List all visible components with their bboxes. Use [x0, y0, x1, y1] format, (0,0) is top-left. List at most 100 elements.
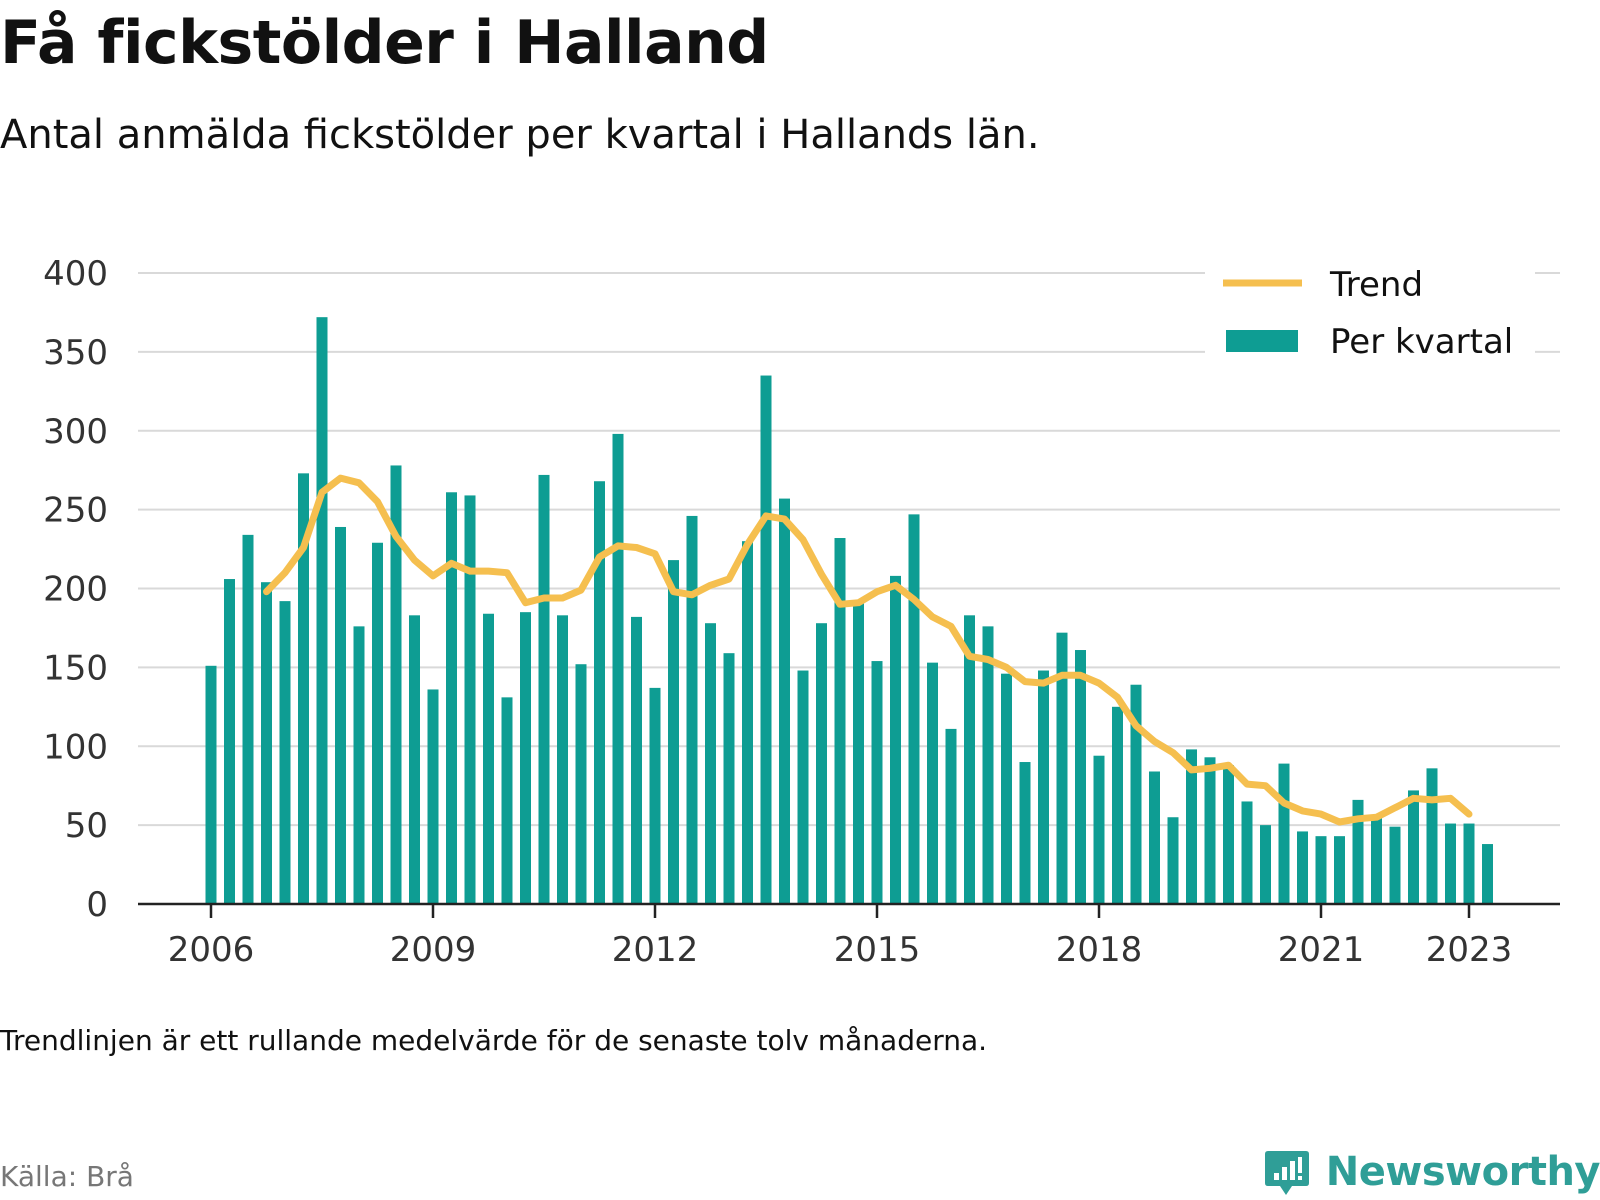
y-tick-label: 0: [86, 885, 108, 925]
y-tick-label: 200: [43, 570, 108, 610]
bar: [464, 495, 476, 904]
trend-line: [263, 474, 1473, 826]
bar: [298, 473, 309, 904]
bar: [1408, 790, 1419, 904]
y-tick-label: 350: [43, 333, 108, 373]
bar: [890, 575, 901, 904]
bar: [686, 515, 698, 904]
bar: [483, 613, 494, 904]
chart-subtitle: Antal anmälda fickstölder per kvartal i …: [0, 112, 1040, 158]
x-axis-ticks: 2006 2009 2012 2015 2018 2021 2023: [168, 904, 1512, 970]
newsworthy-logo: Newsworthy: [1262, 1144, 1600, 1200]
x-tick-label: 2021: [1278, 930, 1365, 970]
bar: [982, 626, 994, 904]
bar: [335, 526, 346, 904]
bar: [631, 616, 642, 904]
bar: [1371, 815, 1382, 904]
bar: [279, 601, 291, 904]
bar: [1241, 801, 1253, 904]
newsworthy-logo-icon: [1264, 1151, 1309, 1195]
y-tick-label: 100: [43, 727, 108, 767]
bar: [224, 579, 235, 904]
bar: [427, 689, 439, 904]
bar: [723, 653, 735, 904]
bar: [668, 560, 679, 904]
bar: [964, 615, 975, 904]
x-tick-label: 2006: [168, 930, 255, 970]
bar: [1315, 836, 1327, 904]
x-tick-label: 2018: [1056, 930, 1143, 970]
bar: [1223, 765, 1234, 904]
chart-title: Få fickstölder i Halland: [0, 8, 769, 78]
bar: [242, 534, 254, 904]
bar: [779, 498, 790, 904]
bar: [538, 474, 550, 904]
bar: [557, 615, 568, 904]
bar: [649, 687, 661, 904]
bar: [205, 665, 217, 904]
bar: [945, 728, 957, 904]
y-tick-label: 400: [43, 254, 108, 294]
bar: [1112, 706, 1123, 904]
y-tick-label: 50: [65, 806, 108, 846]
y-axis-ticks: 0 50 100 150 200 250 300 350 400: [43, 254, 108, 925]
bar: [372, 542, 383, 904]
x-tick-label: 2015: [834, 930, 921, 970]
bar: [797, 670, 809, 904]
bar: [1482, 844, 1493, 904]
source-credit: Källa: Brå: [0, 1160, 134, 1193]
bar: [520, 612, 531, 904]
newsworthy-logo-text: Newsworthy: [1325, 1149, 1600, 1195]
bar: [1463, 823, 1475, 904]
bar: [594, 481, 605, 904]
bar-series: [205, 317, 1493, 905]
bar: [1260, 825, 1271, 904]
y-tick-label: 300: [43, 412, 108, 452]
bar: [1426, 768, 1438, 904]
bar: [446, 492, 457, 904]
legend-bar-swatch: [1226, 330, 1298, 352]
bar: [908, 514, 920, 904]
y-tick-label: 250: [43, 491, 108, 531]
bar: [1297, 831, 1308, 904]
bar: [1278, 763, 1290, 904]
bar: [353, 626, 365, 904]
bar: [1445, 823, 1456, 904]
bar: [1093, 755, 1105, 904]
bar: [261, 582, 272, 904]
bar: [1056, 632, 1068, 904]
bar: [1167, 817, 1179, 904]
footnote: Trendlinjen är ett rullande medelvärde f…: [0, 1024, 988, 1057]
bar: [1001, 673, 1012, 904]
bar: [1186, 749, 1197, 904]
bar: [816, 623, 827, 904]
bar: [1389, 826, 1401, 904]
bar: [612, 433, 624, 904]
legend-trend-label: Trend: [1329, 265, 1423, 305]
legend: Trend Per kvartal: [1205, 262, 1535, 362]
bar: [705, 623, 716, 904]
legend-bar-label: Per kvartal: [1330, 322, 1513, 362]
bar: [1352, 799, 1364, 904]
bar: [1019, 762, 1031, 904]
bar: [1038, 670, 1049, 904]
bar: [1075, 650, 1086, 904]
bar: [871, 661, 883, 904]
y-tick-label: 150: [43, 648, 108, 688]
bar: [390, 465, 402, 904]
bar: [853, 601, 864, 904]
bar: [1204, 757, 1216, 904]
bar: [742, 541, 753, 904]
x-tick-label: 2009: [390, 930, 477, 970]
bar: [1130, 684, 1142, 904]
bar: [409, 615, 420, 904]
bar: [760, 375, 772, 905]
bar: [834, 538, 846, 904]
x-tick-label: 2012: [612, 930, 699, 970]
bar: [1149, 771, 1160, 904]
bar: [1334, 836, 1345, 904]
bar: [927, 662, 938, 904]
bar: [316, 317, 328, 904]
bar: [575, 664, 587, 904]
